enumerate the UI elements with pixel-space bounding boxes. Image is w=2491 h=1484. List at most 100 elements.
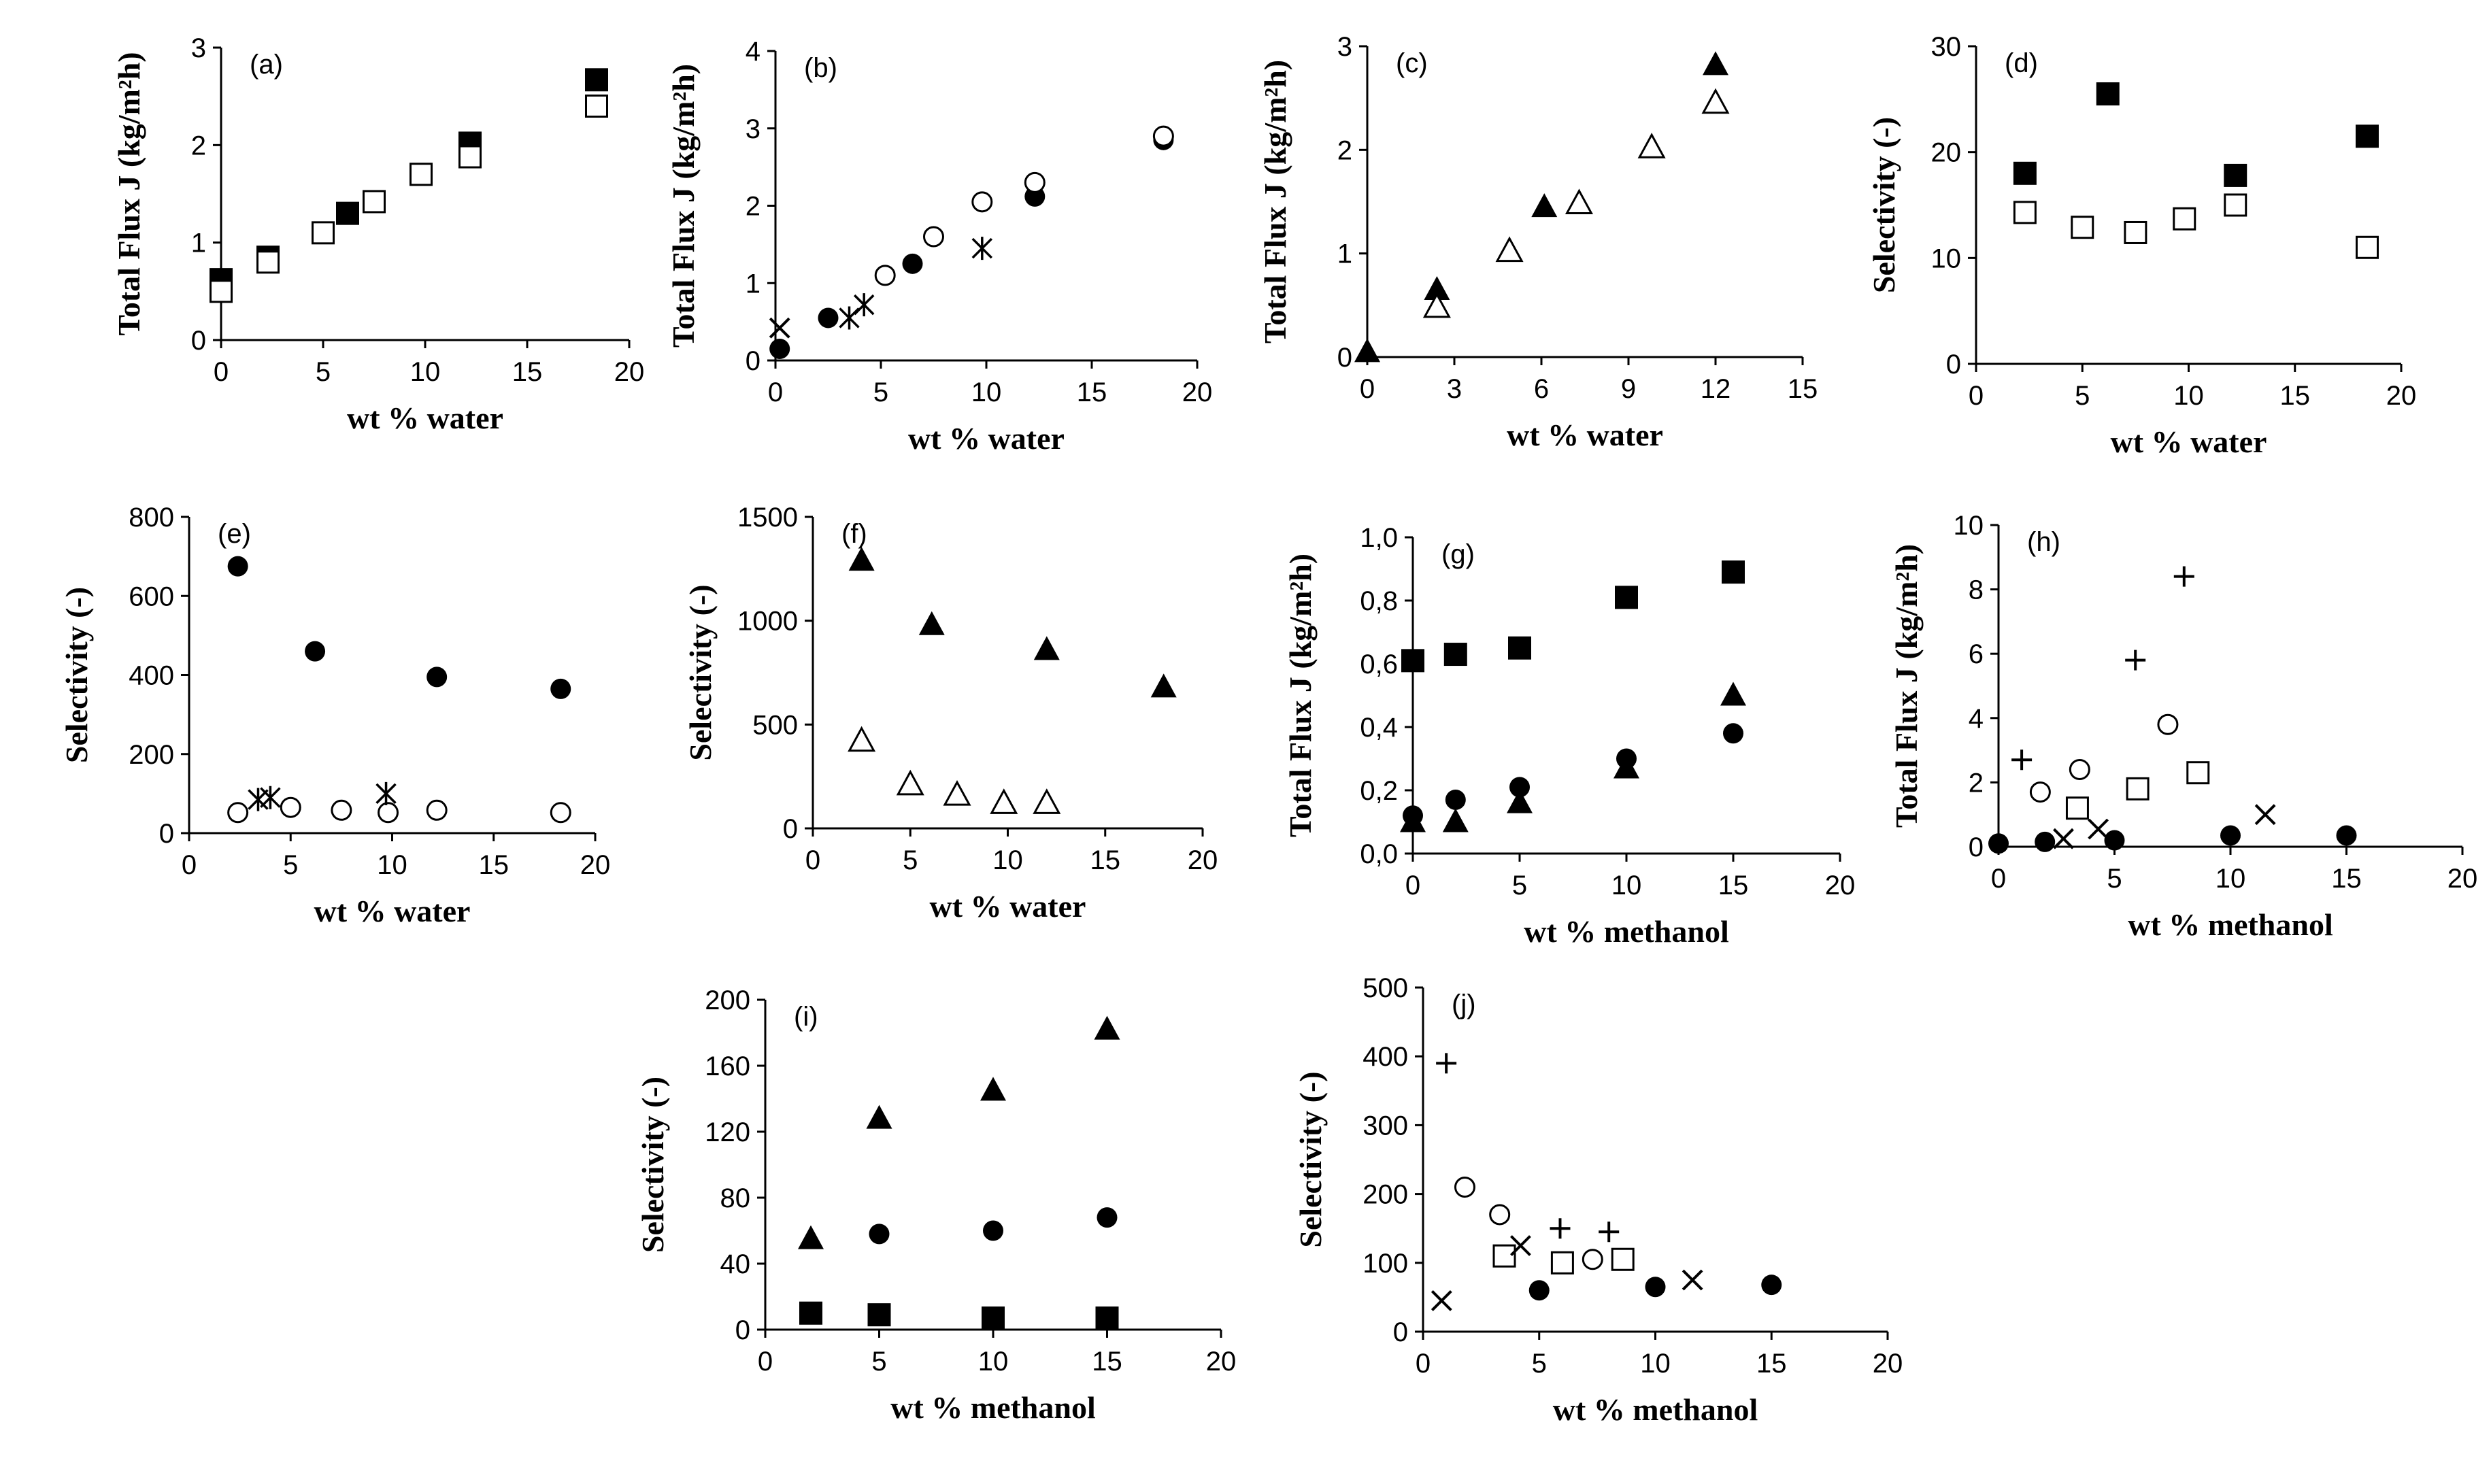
data-point-circle-filled xyxy=(2035,831,2056,852)
y-tick-label: 160 xyxy=(705,1051,750,1081)
data-point-triangle-open xyxy=(1422,292,1451,318)
x-tick-label: 15 xyxy=(1788,374,1818,404)
data-point-circle-filled xyxy=(1509,777,1530,798)
y-tick-label: 0,4 xyxy=(1360,713,1398,743)
y-tick-label: 300 xyxy=(1362,1111,1408,1141)
y-axis-title: Selectivity (-) xyxy=(635,1077,670,1253)
x-tick-label: 10 xyxy=(971,377,1002,407)
x-axis-title: wt % methanol xyxy=(1524,914,1729,949)
data-point-circle-filled xyxy=(2336,825,2357,846)
y-tick-label: 1000 xyxy=(737,607,798,637)
series-circle-open xyxy=(227,796,571,824)
series-triangle-filled xyxy=(798,1015,1120,1249)
panel-label: (c) xyxy=(1396,48,1428,78)
data-point-triangle-filled xyxy=(1033,636,1060,660)
x-tick-label: 15 xyxy=(1718,871,1749,900)
data-point-circle-open xyxy=(1024,171,1046,193)
y-tick-label: 3 xyxy=(746,114,760,144)
y-tick-label: 3 xyxy=(191,33,206,63)
data-point-asterisk xyxy=(839,306,860,330)
y-tick-label: 400 xyxy=(129,661,174,691)
y-tick-label: 0 xyxy=(159,819,174,849)
chart-panel-f: 0 5 10 15 20 0 500 1000 1500 (f) wt % water Selecti… xyxy=(683,503,1218,924)
y-axis-title: Selectivity (-) xyxy=(1867,117,1901,293)
data-point-square-open xyxy=(2065,796,2089,820)
x-tick-label: 10 xyxy=(992,845,1023,875)
data-point-triangle-filled xyxy=(1614,754,1639,779)
data-point-cross xyxy=(1682,1269,1703,1291)
series-square-open xyxy=(210,95,608,303)
x-tick-label: 20 xyxy=(1188,845,1218,875)
y-axis-title: Selectivity (-) xyxy=(1293,1071,1328,1247)
data-point-circle-open xyxy=(971,191,993,213)
data-point-square-filled xyxy=(1722,560,1745,584)
data-point-circle-filled xyxy=(550,678,571,699)
data-point-circle-open xyxy=(331,799,352,821)
series-circle-filled xyxy=(1403,723,1743,826)
data-point-square-filled xyxy=(799,1301,822,1325)
series-circle-open xyxy=(2029,713,2179,803)
data-point-circle-open xyxy=(2029,781,2051,803)
x-tick-label: 20 xyxy=(614,357,645,387)
data-point-circle-filled xyxy=(1528,1280,1550,1301)
panel-label: (d) xyxy=(2005,48,2038,78)
y-axis-title: Total Flux J (kg/m²h) xyxy=(112,52,146,335)
y-tick-label: 0 xyxy=(746,346,760,376)
data-point-triangle-open xyxy=(1033,788,1061,814)
data-point-square-filled xyxy=(2224,163,2247,187)
data-point-triangle-open xyxy=(848,726,876,752)
y-tick-label: 400 xyxy=(1362,1042,1408,1072)
data-point-square-filled xyxy=(982,1306,1005,1330)
series-triangle-filled xyxy=(1354,51,1728,362)
data-point-circle-open xyxy=(378,802,399,824)
y-tick-label: 600 xyxy=(129,581,174,611)
panel-label: (j) xyxy=(1452,990,1476,1019)
data-point-circle-filled xyxy=(1988,833,2009,854)
x-tick-label: 5 xyxy=(283,850,298,880)
x-tick-label: 10 xyxy=(1611,871,1642,900)
x-tick-label: 15 xyxy=(1090,845,1121,875)
data-point-circle-open xyxy=(1489,1204,1511,1226)
y-tick-label: 30 xyxy=(1931,32,1962,62)
x-tick-label: 15 xyxy=(512,357,543,387)
panel-label: (g) xyxy=(1441,539,1475,569)
data-point-circle-filled xyxy=(983,1220,1003,1241)
series-cross xyxy=(1431,1235,1703,1311)
data-point-cross xyxy=(769,317,790,339)
data-point-triangle-filled xyxy=(798,1225,824,1249)
x-tick-label: 15 xyxy=(1092,1347,1122,1377)
data-point-plus xyxy=(1550,1218,1571,1239)
data-point-circle-open xyxy=(1454,1176,1475,1198)
data-point-circle-open xyxy=(550,802,571,824)
y-axis-title: Total Flux J (kg/m²h) xyxy=(1283,554,1318,837)
data-point-square-open xyxy=(210,280,233,303)
data-point-plus xyxy=(2173,566,2194,587)
x-tick-label: 5 xyxy=(1532,1349,1547,1379)
series-triangle-open xyxy=(1422,88,1730,318)
y-tick-label: 4 xyxy=(1969,704,1984,734)
y-tick-label: 200 xyxy=(129,740,174,770)
data-point-square-filled xyxy=(2096,82,2120,106)
data-point-triangle-open xyxy=(896,769,924,796)
data-point-square-open xyxy=(2124,220,2147,244)
y-tick-label: 0 xyxy=(1946,350,1961,380)
data-point-square-open xyxy=(256,250,280,274)
series-asterisk xyxy=(839,237,993,330)
x-tick-label: 9 xyxy=(1621,374,1636,404)
data-point-circle-filled xyxy=(227,556,248,577)
y-tick-label: 0 xyxy=(191,326,206,356)
x-tick-label: 0 xyxy=(214,357,229,387)
y-tick-label: 1 xyxy=(746,269,760,299)
data-point-circle-filled xyxy=(1723,723,1743,744)
data-point-triangle-open xyxy=(1565,188,1593,215)
y-axis-title: Total Flux J (kg/m²h) xyxy=(666,64,701,348)
data-point-circle-filled xyxy=(305,641,326,662)
data-point-circle-open xyxy=(2157,713,2179,735)
chart-panel-g: 0 5 10 15 20 0,0 0,2 0,4 0,6 0,8 1,0 (g) wt % methan… xyxy=(1283,523,1855,949)
panel-label: (h) xyxy=(2027,527,2060,557)
data-point-cross xyxy=(2053,828,2074,849)
y-tick-label: 0 xyxy=(735,1315,750,1345)
data-point-square-open xyxy=(585,95,608,118)
